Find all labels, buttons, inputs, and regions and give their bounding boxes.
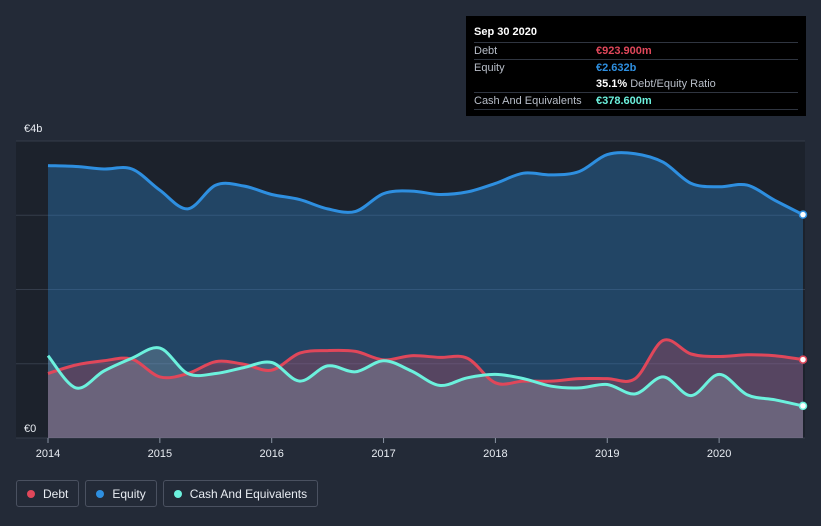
- equity-line: [47, 151, 804, 217]
- cash-line: [46, 346, 804, 408]
- tooltip-cash-row: Cash And Equivalents €378.600m: [474, 92, 798, 110]
- x-tick-label: 2015: [148, 448, 172, 460]
- tooltip-ratio-value: 35.1%: [596, 78, 628, 90]
- tooltip-debt-value: €923.900m: [596, 45, 652, 57]
- tooltip-equity-label: Equity: [474, 62, 505, 74]
- debt-endpoint: [798, 355, 808, 364]
- cash-endpoint: [798, 401, 808, 411]
- equity-dot-icon: [96, 489, 105, 498]
- x-tick-label: 2019: [595, 448, 619, 460]
- x-tick-label: 2020: [707, 448, 731, 460]
- legend-cash-label: Cash And Equivalents: [189, 486, 308, 501]
- x-tick-label: 2014: [36, 448, 60, 460]
- legend-item-equity[interactable]: Equity: [85, 480, 157, 507]
- tooltip-date: Sep 30 2020: [474, 26, 537, 38]
- tooltip-ratio-label: Debt/Equity Ratio: [630, 78, 716, 90]
- tooltip-ratio-row: 35.1% Debt/Equity Ratio: [474, 76, 798, 92]
- tooltip-equity-row: Equity €2.632b: [474, 59, 798, 76]
- cash-dot-icon: [173, 489, 182, 498]
- legend-item-debt[interactable]: Debt: [16, 480, 80, 507]
- legend-item-cash[interactable]: Cash And Equivalents: [162, 480, 319, 507]
- tooltip-cash-label: Cash And Equivalents: [474, 95, 582, 107]
- y-tick-label: €0: [24, 423, 36, 435]
- legend-debt-label: Debt: [43, 486, 69, 501]
- legend-equity-label: Equity: [112, 486, 146, 501]
- tooltip-debt-row: Debt €923.900m: [474, 42, 798, 59]
- tooltip-equity-value: €2.632b: [596, 62, 637, 74]
- gridlines: [16, 140, 805, 439]
- equity-endpoint: [798, 210, 808, 219]
- series-endpoints: [798, 210, 808, 411]
- debt-dot-icon: [27, 489, 35, 498]
- equity-area: [48, 152, 803, 438]
- tooltip-panel: Sep 30 2020 Debt €923.900m Equity €2.632…: [466, 16, 806, 116]
- x-tick-label: 2018: [483, 448, 507, 460]
- x-axis-ticks: 2014 2015 2016 2017 2018 2019 2020: [36, 438, 731, 460]
- debt-line: [47, 338, 804, 386]
- tooltip-debt-label: Debt: [474, 45, 498, 57]
- series-lines: [46, 151, 804, 408]
- chart-legend: Debt Equity Cash And Equivalents: [16, 480, 319, 507]
- tooltip-cash-value: €378.600m: [596, 95, 652, 107]
- x-tick-label: 2016: [259, 448, 283, 460]
- y-axis-ticks: €4b €0: [24, 123, 42, 435]
- y-tick-label: €4b: [24, 123, 42, 135]
- x-tick-label: 2017: [371, 448, 395, 460]
